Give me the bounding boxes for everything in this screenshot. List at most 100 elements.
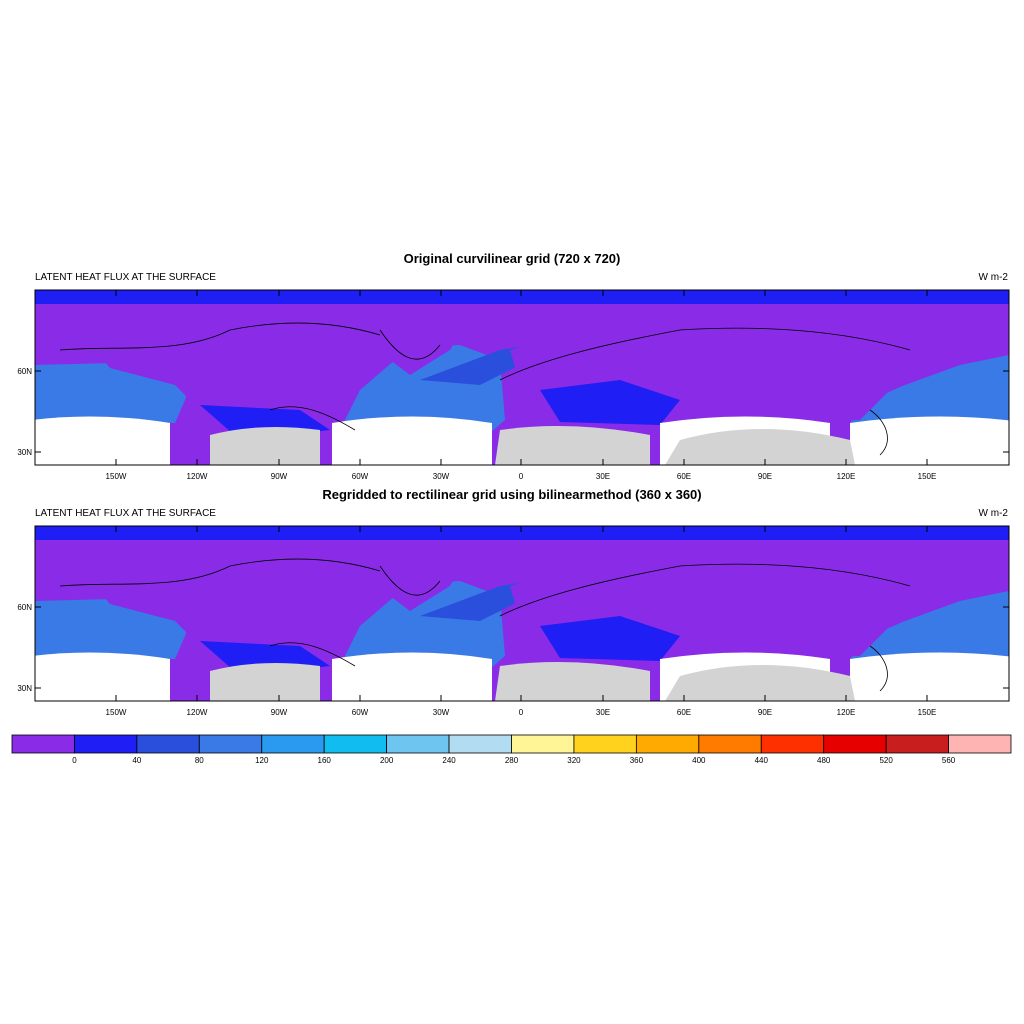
- lon-label: 120W: [187, 472, 208, 481]
- lat-label: 30N: [17, 448, 32, 457]
- colorbar-box: [323, 734, 388, 754]
- lon-label: 0: [519, 708, 524, 717]
- colorbar-label: 280: [505, 756, 519, 765]
- colorbar: 0 40 80 120 160 200 240 280 320 360 400 440 480 520 56…: [11, 734, 1012, 765]
- colorbar-box: [11, 734, 75, 754]
- map-panel-2: 150W 120W 90W 60W 30W 0 30E 60E 90E 120E 150E 60N 30…: [17, 525, 1010, 717]
- colorbar-box: [511, 734, 575, 754]
- coastline: [379, 565, 441, 596]
- lon-label: 150W: [106, 708, 127, 717]
- colorbar-box: [261, 734, 325, 754]
- missing-data-arc: [850, 652, 1009, 701]
- greenland: [360, 315, 470, 375]
- greenland: [360, 551, 470, 611]
- coastline: [499, 327, 911, 381]
- colorbar-box: [573, 734, 637, 754]
- lon-label: 60W: [352, 472, 369, 481]
- coastline: [59, 322, 381, 351]
- lon-label: 90W: [271, 708, 288, 717]
- missing-data-arc: [332, 652, 492, 701]
- lat-label: 60N: [17, 603, 32, 612]
- colorbar-label: 160: [318, 756, 332, 765]
- colorbar-label: 400: [692, 756, 706, 765]
- colorbar-label: 80: [195, 756, 204, 765]
- lon-label: 90E: [758, 472, 772, 481]
- lon-label: 90W: [271, 472, 288, 481]
- north-pacific-west: [850, 355, 1009, 423]
- map-frame: [34, 525, 1010, 702]
- masked-land-americas: [210, 662, 320, 701]
- masked-land-americas: [210, 426, 320, 465]
- masked-land-asia: [665, 665, 855, 701]
- missing-data-arc: [850, 416, 1009, 465]
- panel-2-units-label: W m-2: [978, 508, 1008, 519]
- panel-1-units-label: W m-2: [978, 272, 1008, 283]
- colorbar-box: [823, 734, 887, 754]
- colorbar-box: [698, 734, 762, 754]
- colorbar-box: [760, 734, 825, 754]
- colorbar-box: [198, 734, 263, 754]
- missing-data-arc: [332, 416, 492, 465]
- colorbar-label: 40: [132, 756, 141, 765]
- colorbar-label: 360: [630, 756, 644, 765]
- lon-label: 0: [519, 472, 524, 481]
- lon-label: 30E: [596, 472, 610, 481]
- lon-label: 150E: [918, 472, 937, 481]
- coastline: [869, 645, 888, 692]
- lon-label: 120E: [837, 708, 856, 717]
- lon-label: 150E: [918, 708, 937, 717]
- europe-band: [540, 380, 680, 425]
- panel-1-title: Original curvilinear grid (720 x 720): [403, 251, 621, 266]
- lon-label: 90E: [758, 708, 772, 717]
- coastline: [869, 409, 888, 456]
- colorbar-box: [948, 734, 1012, 754]
- arctic-band: [35, 526, 1009, 540]
- masked-land-africa: [495, 426, 650, 465]
- lat-label: 60N: [17, 367, 32, 376]
- lon-label: 30W: [433, 472, 450, 481]
- panel-2-variable-label: LATENT HEAT FLUX AT THE SURFACE: [35, 508, 216, 519]
- arctic-band: [35, 290, 1009, 304]
- lon-label: 60E: [677, 472, 691, 481]
- masked-land-africa: [495, 662, 650, 701]
- europe-band: [540, 616, 680, 661]
- colorbar-label: 480: [817, 756, 831, 765]
- colorbar-label: 320: [567, 756, 581, 765]
- coastline: [269, 642, 356, 667]
- map-frame: [34, 289, 1010, 466]
- colorbar-label: 120: [255, 756, 269, 765]
- lon-label: 30E: [596, 708, 610, 717]
- lon-label: 120W: [187, 708, 208, 717]
- panel-1-variable-label: LATENT HEAT FLUX AT THE SURFACE: [35, 272, 216, 283]
- lon-label: 60W: [352, 708, 369, 717]
- coastline: [499, 563, 911, 617]
- colorbar-label: 200: [380, 756, 394, 765]
- coastline: [269, 406, 356, 431]
- colorbar-box: [885, 734, 949, 754]
- lon-label: 120E: [837, 472, 856, 481]
- colorbar-box: [635, 734, 700, 754]
- colorbar-box: [136, 734, 200, 754]
- missing-data-arc: [35, 652, 170, 701]
- coastline: [379, 329, 441, 360]
- colorbar-label: 560: [942, 756, 956, 765]
- colorbar-label: 440: [755, 756, 769, 765]
- colorbar-box: [386, 734, 450, 754]
- north-america: [90, 548, 395, 661]
- colorbar-label: 240: [442, 756, 456, 765]
- lon-label: 60E: [677, 708, 691, 717]
- map-panel-1: 150W 120W 90W 60W 30W 0 30E 60E 90E 120E 150E 60N 30…: [17, 289, 1010, 481]
- panel-2-title: Regridded to rectilinear grid using bili…: [322, 487, 702, 502]
- coastline: [59, 558, 381, 587]
- masked-land-asia: [665, 429, 855, 465]
- colorbar-label: 0: [72, 756, 77, 765]
- missing-data-arc: [35, 416, 170, 465]
- north-america: [90, 312, 395, 425]
- lat-label: 30N: [17, 684, 32, 693]
- lon-label: 30W: [433, 708, 450, 717]
- colorbar-box: [74, 734, 138, 754]
- colorbar-box: [448, 734, 512, 754]
- north-pacific-west: [850, 591, 1009, 659]
- lon-label: 150W: [106, 472, 127, 481]
